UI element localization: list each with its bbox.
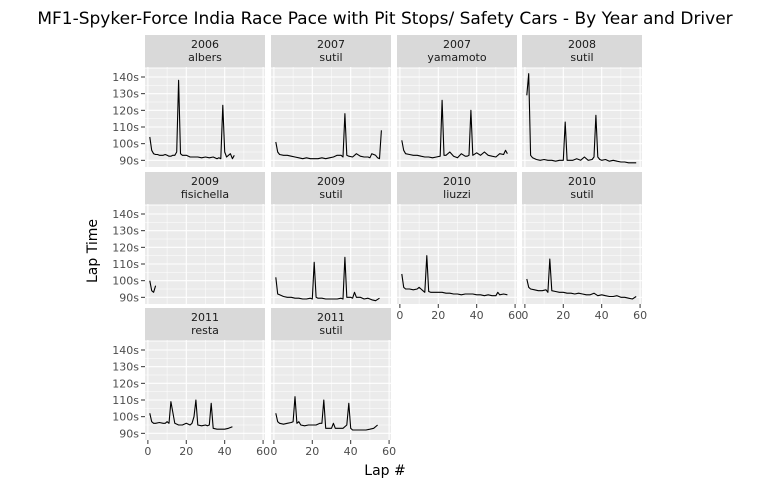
facet-strip xyxy=(145,308,265,340)
panel-background xyxy=(271,340,391,440)
panel-background xyxy=(522,204,642,304)
panel-background xyxy=(522,67,642,167)
x-tick-label: 60 xyxy=(382,445,396,458)
series-line xyxy=(149,399,233,430)
x-tick-label: 40 xyxy=(344,445,358,458)
y-axis-title: Lap Time xyxy=(85,219,101,283)
y-tick-label: 90s xyxy=(119,154,139,167)
facet-year-label: 2010 xyxy=(443,175,471,188)
facet-grid: 2006albers90s100s110s120s130s140s2007sut… xyxy=(112,35,647,458)
series-line xyxy=(526,258,637,300)
y-tick-label: 110s xyxy=(112,121,139,134)
panel-background xyxy=(397,67,517,167)
x-tick-label: 0 xyxy=(521,309,528,322)
y-tick-label: 130s xyxy=(112,225,139,238)
y-tick-label: 120s xyxy=(112,377,139,390)
series-line xyxy=(401,99,508,159)
x-tick-label: 40 xyxy=(595,309,609,322)
x-tick-label: 60 xyxy=(256,445,270,458)
series-line xyxy=(275,396,378,431)
panel-background xyxy=(397,204,517,304)
facet-strip xyxy=(145,35,265,67)
x-tick-label: 60 xyxy=(508,309,522,322)
series-line xyxy=(526,73,637,164)
series-line xyxy=(401,255,508,297)
facet-driver-label: sutil xyxy=(570,51,593,64)
y-tick-label: 110s xyxy=(112,394,139,407)
y-tick-label: 120s xyxy=(112,241,139,254)
facet-strip xyxy=(522,172,642,204)
chart-title: MF1-Spyker-Force India Race Pace with Pi… xyxy=(37,9,732,29)
y-tick-label: 120s xyxy=(112,104,139,117)
x-tick-label: 20 xyxy=(556,309,570,322)
panel-background xyxy=(145,204,265,304)
facet-year-label: 2011 xyxy=(317,311,345,324)
series-line xyxy=(275,113,382,160)
facet-driver-label: sutil xyxy=(319,324,342,337)
y-tick-label: 110s xyxy=(112,258,139,271)
x-tick-label: 20 xyxy=(305,445,319,458)
facet-driver-label: sutil xyxy=(570,188,593,201)
facet-year-label: 2009 xyxy=(191,175,219,188)
x-tick-label: 20 xyxy=(431,309,445,322)
y-tick-label: 90s xyxy=(119,427,139,440)
facet-strip xyxy=(271,308,391,340)
facet-year-label: 2006 xyxy=(191,38,219,51)
facet-strip xyxy=(522,35,642,67)
facet-year-label: 2010 xyxy=(568,175,596,188)
x-axis-title: Lap # xyxy=(364,463,405,479)
facet-year-label: 2008 xyxy=(568,38,596,51)
facet-year-label: 2009 xyxy=(317,175,345,188)
series-line xyxy=(275,256,380,302)
facet-driver-label: sutil xyxy=(319,188,342,201)
facet-driver-label: liuzzi xyxy=(443,188,471,201)
y-tick-label: 140s xyxy=(112,344,139,357)
x-tick-label: 0 xyxy=(270,445,277,458)
y-tick-label: 100s xyxy=(112,411,139,424)
facet-strip xyxy=(397,35,517,67)
y-tick-label: 90s xyxy=(119,291,139,304)
y-tick-label: 130s xyxy=(112,88,139,101)
panel-background xyxy=(271,204,391,304)
y-tick-label: 140s xyxy=(112,208,139,221)
x-tick-label: 40 xyxy=(218,445,232,458)
facet-driver-label: sutil xyxy=(319,51,342,64)
x-tick-label: 0 xyxy=(144,445,151,458)
facet-driver-label: yamamoto xyxy=(427,51,486,64)
y-tick-label: 140s xyxy=(112,71,139,84)
facet-year-label: 2011 xyxy=(191,311,219,324)
x-tick-label: 60 xyxy=(633,309,647,322)
facet-strip xyxy=(145,172,265,204)
facet-year-label: 2007 xyxy=(443,38,471,51)
y-tick-label: 130s xyxy=(112,361,139,374)
facet-strip xyxy=(271,172,391,204)
panel-background xyxy=(145,67,265,167)
y-tick-label: 100s xyxy=(112,275,139,288)
facet-strip xyxy=(271,35,391,67)
facet-year-label: 2007 xyxy=(317,38,345,51)
facet-driver-label: resta xyxy=(191,324,219,337)
facet-strip xyxy=(397,172,517,204)
series-line xyxy=(149,280,157,293)
panel-background xyxy=(271,67,391,167)
series-line xyxy=(149,79,235,160)
facet-driver-label: fisichella xyxy=(181,188,229,201)
y-tick-label: 100s xyxy=(112,138,139,151)
facet-driver-label: albers xyxy=(188,51,222,64)
x-tick-label: 20 xyxy=(179,445,193,458)
x-tick-label: 40 xyxy=(470,309,484,322)
x-tick-label: 0 xyxy=(396,309,403,322)
